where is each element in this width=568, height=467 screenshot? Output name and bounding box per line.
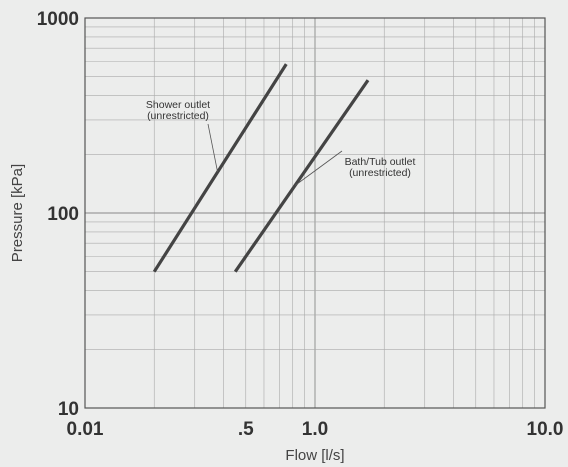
y-tick-label: 100 (47, 204, 79, 225)
leader-line-1 (207, 123, 219, 173)
y-tick-label: 1000 (37, 9, 79, 30)
series-line-1 (152, 63, 288, 273)
series-label-2: Bath/Tub outlet (unrestricted) (345, 156, 416, 179)
x-tick-labels: 0.01 .5 1.0 10.0 (67, 419, 564, 440)
series-label-1: Shower outlet (unrestricted) (146, 99, 210, 122)
y-tick-labels: 10 100 1000 (37, 9, 79, 420)
x-tick-label: .5 (238, 419, 254, 440)
grid-lines (85, 18, 545, 408)
x-tick-label: 1.0 (302, 419, 328, 440)
y-tick-label: 10 (58, 399, 79, 420)
leader-line-2 (294, 150, 343, 186)
series-group (152, 63, 370, 273)
label-leaders (207, 123, 343, 186)
y-axis-label: Pressure [kPa] (9, 164, 26, 262)
series-line-2 (233, 79, 370, 273)
x-axis-label: Flow [l/s] (285, 447, 344, 464)
series-annotations: Shower outlet (unrestricted) Bath/Tub outl… (146, 99, 416, 179)
x-tick-label: 10.0 (527, 419, 564, 440)
x-tick-label: 0.01 (67, 419, 104, 440)
plot-frame (84, 17, 546, 409)
